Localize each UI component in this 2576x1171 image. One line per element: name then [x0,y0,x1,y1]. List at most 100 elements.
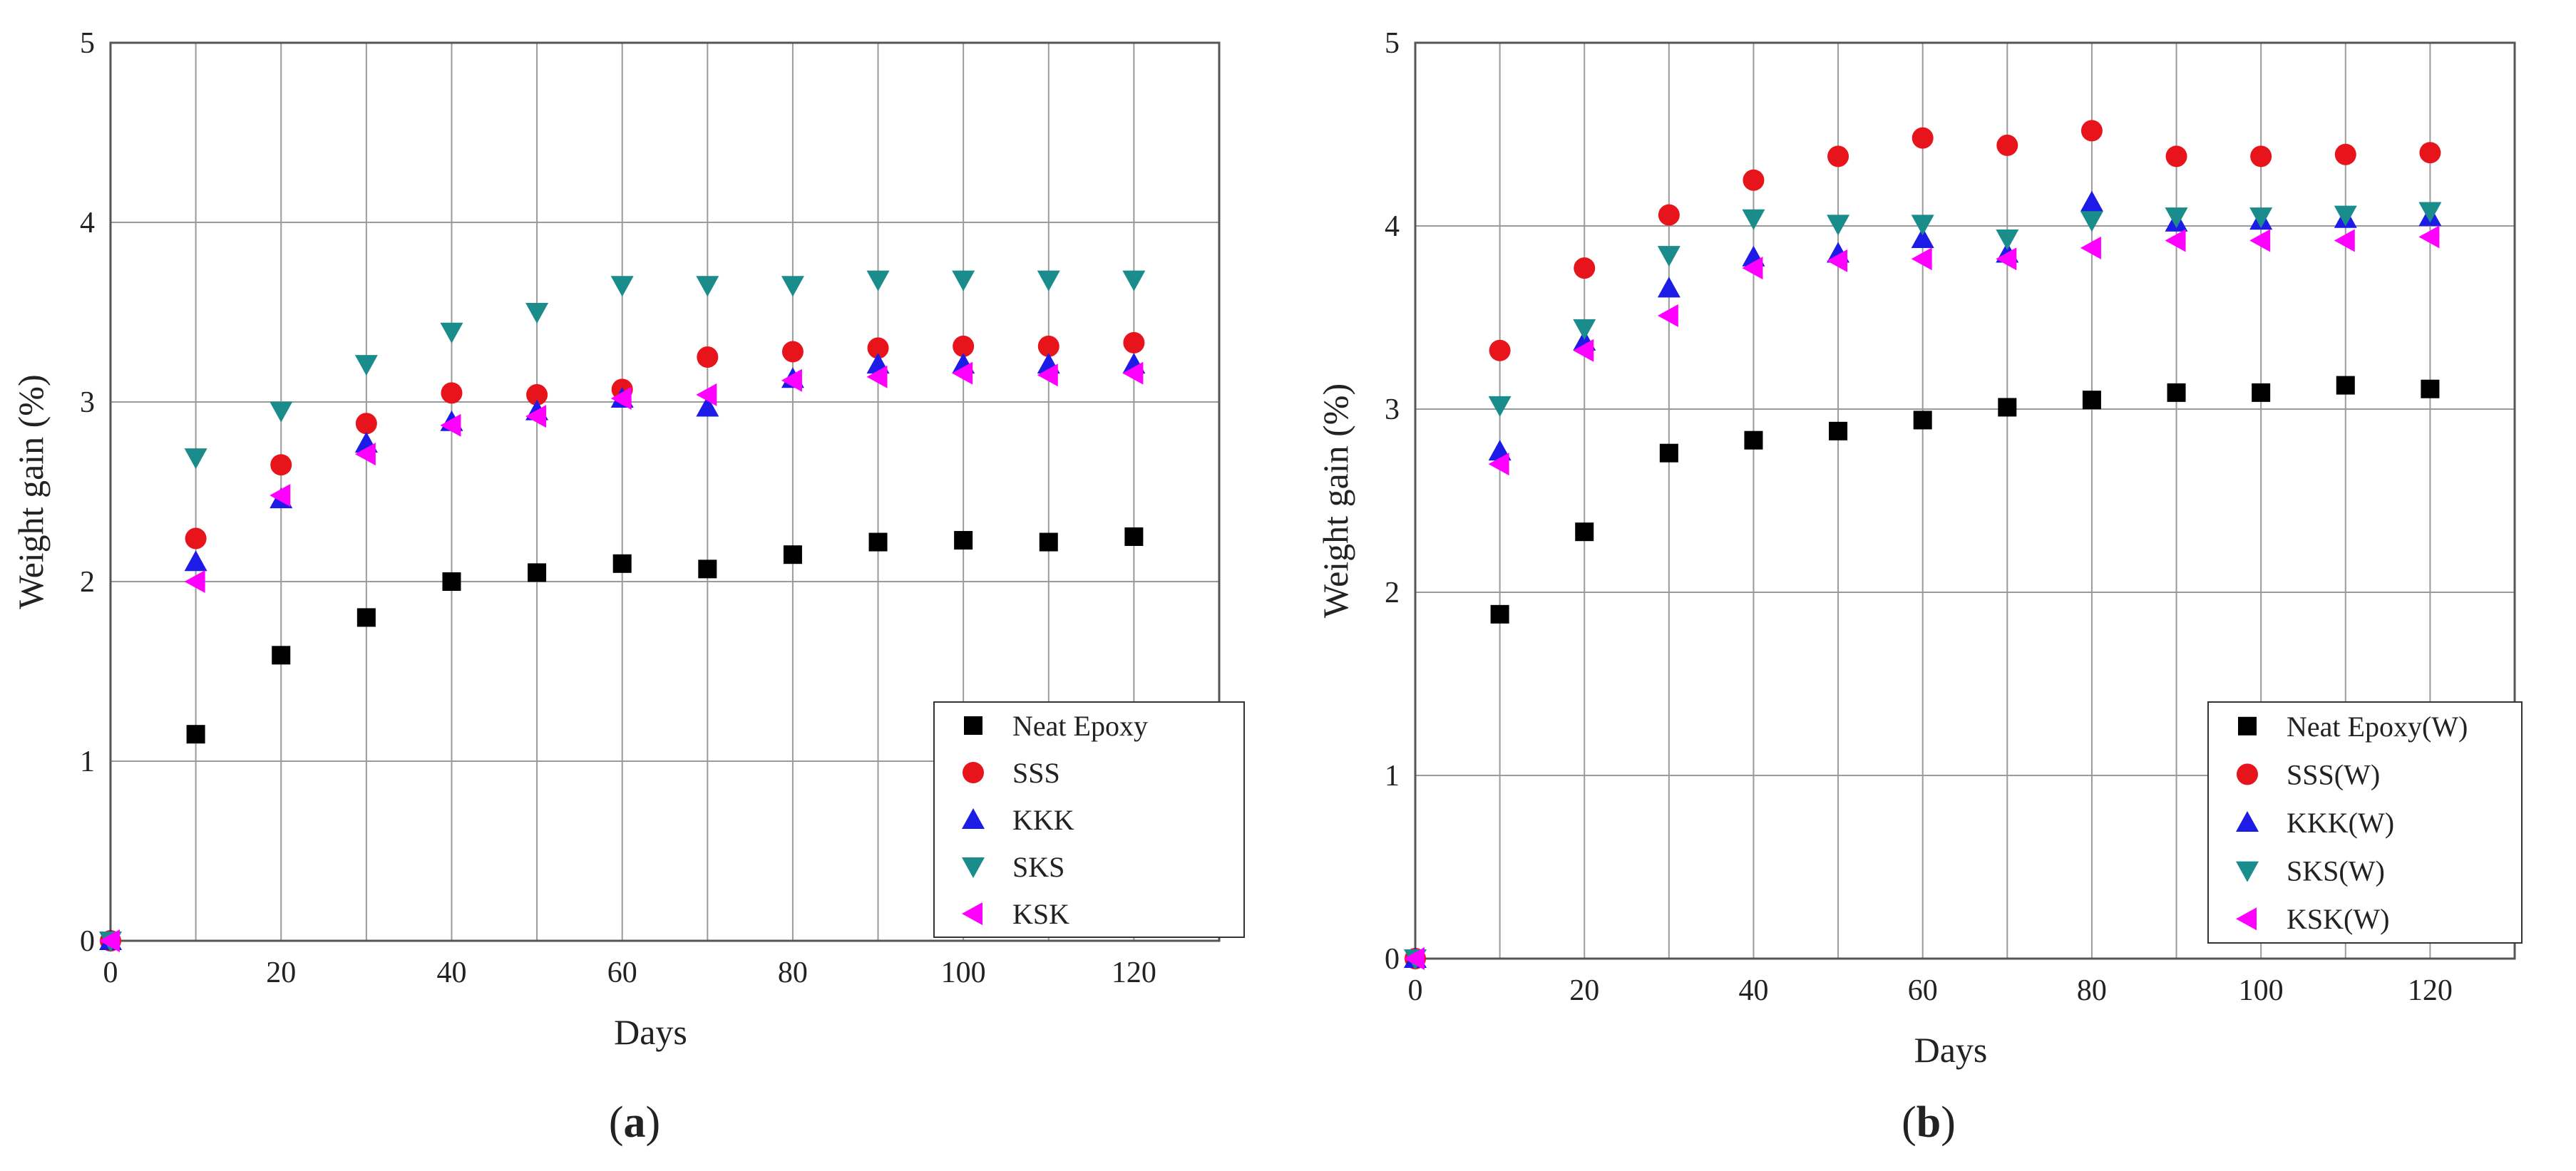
data-point [99,929,120,952]
data-point [185,527,207,550]
legend-label: KKK [1012,804,1074,836]
data-point [440,322,463,344]
data-point [1743,169,1765,191]
data-point [2165,229,2186,252]
y-tick-label: 4 [1385,210,1400,243]
data-point [1037,270,1060,292]
data-point [2249,229,2271,252]
y-tick-label: 1 [80,746,95,778]
data-point [1911,227,1934,248]
data-point [781,276,804,297]
data-point [2418,225,2440,249]
data-point [2419,142,2441,164]
data-point [2336,376,2355,395]
panel-label: (b) [1902,1098,1956,1147]
data-point [1124,527,1144,546]
legend-marker [2236,811,2259,832]
data-point [270,484,291,507]
legend-label: Neat Epoxy(W) [2287,711,2468,743]
data-point [696,276,719,297]
x-tick-label: 120 [2408,974,2453,1007]
data-point [2165,207,2188,229]
data-point [1657,304,1678,327]
x-tick-label: 80 [2077,974,2107,1007]
data-point [442,572,461,591]
data-point [525,303,549,324]
legend-marker [2237,763,2258,785]
data-point [2080,236,2101,259]
data-point [1122,270,1146,292]
data-point [1657,277,1680,298]
x-tick-label: 80 [778,956,808,989]
data-point [1122,361,1144,385]
data-point [952,361,973,385]
data-point [354,443,376,466]
data-point [2334,205,2357,227]
legend-label: KKK(W) [2287,807,2394,839]
data-point [1659,443,1678,463]
data-point [2080,190,2103,212]
data-point [1996,134,2018,156]
data-point [184,448,207,470]
x-tick-label: 60 [607,956,637,989]
data-point [1039,532,1058,552]
data-point [781,341,804,363]
legend: Neat Epoxy SSS KKK SKS KSK [933,701,1245,938]
data-point [1573,319,1596,340]
legend-box [2207,701,2523,944]
data-point [2418,202,2442,223]
data-point [1123,331,1145,354]
data-point [696,396,719,417]
data-point [1996,247,2017,271]
chart-a: 0 20 40 60 80 100 120 0 1 2 3 4 5 Days Weight gain (%)… [11,27,1245,1147]
data-point [1744,430,1763,450]
x-tick-label: 0 [103,956,118,989]
data-point [781,368,802,392]
y-tick-label: 3 [80,386,95,419]
data-point [1998,398,2017,417]
data-point [1742,209,1765,230]
y-tick-label: 0 [80,925,95,958]
x-axis-title: Days [614,1012,687,1052]
legend-label: Neat Epoxy [1012,710,1148,742]
chart-b: 0 20 40 60 80 100 120 0 1 2 3 4 5 Days Weight gain (%)… [1315,27,2523,1147]
data-point [698,559,717,579]
x-tick-label: 40 [1738,974,1768,1007]
y-tick-label: 2 [1385,577,1400,609]
data-point [1037,363,1058,387]
legend-label: SKS [1012,851,1064,883]
data-point [270,401,293,423]
legend-marker [963,762,984,783]
data-point [2080,211,2103,232]
legend-box [933,701,1245,938]
data-point [2334,143,2356,165]
data-point [184,550,207,572]
x-tick-label: 100 [2239,974,2284,1007]
data-point [525,405,547,428]
series-ksk [99,361,1144,952]
x-tick-label: 40 [436,956,466,989]
legend-marker [2238,716,2257,736]
legend-label: KSK(W) [2287,903,2389,935]
legend-label: SKS(W) [2287,855,2385,887]
legend-marker [964,716,982,735]
data-point [356,608,376,627]
data-point [2249,207,2273,229]
x-tick-label: 20 [266,956,296,989]
legend-marker [2236,861,2259,882]
data-point [696,383,717,406]
data-point [1742,257,1763,280]
y-tick-label: 1 [1385,760,1400,793]
data-point [1404,947,1425,970]
y-axis-title: Weight gain (%) [1315,383,1355,618]
y-axis-title: Weight gain (%) [11,374,51,609]
data-point [528,563,547,582]
data-point [2334,229,2355,252]
data-point [2082,391,2101,410]
legend: Neat Epoxy(W) SSS(W) KKK(W) SKS(W) KSK(W) [2207,701,2523,944]
data-point [1913,411,1932,430]
data-point [272,646,291,665]
data-point [868,532,888,552]
x-tick-label: 60 [1908,974,1938,1007]
